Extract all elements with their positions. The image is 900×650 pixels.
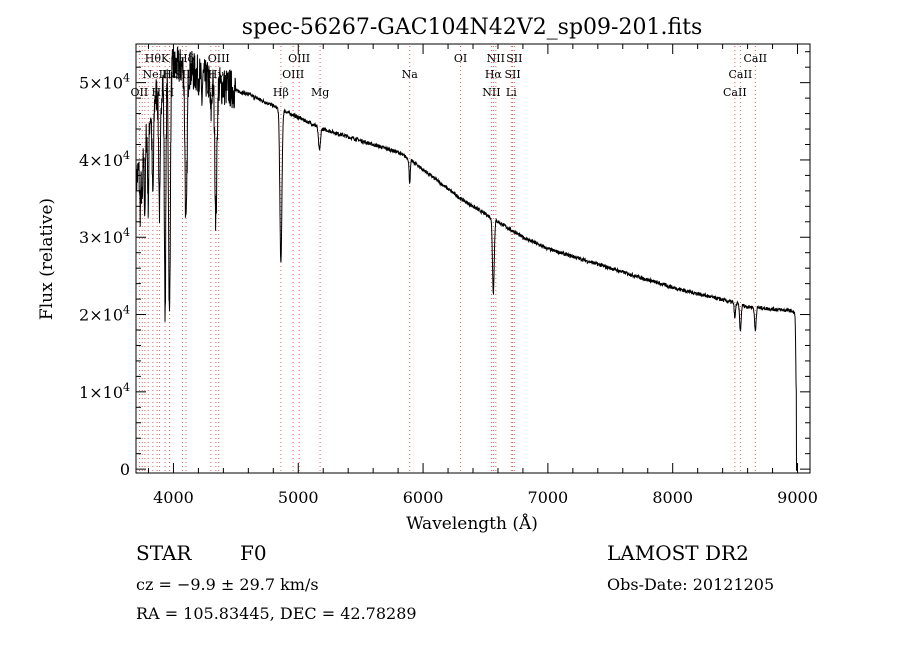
y-tick-label-1: 1×104 [79,381,130,402]
y-tick-label-4: 4×104 [79,149,130,170]
y-tick-label-5: 5×104 [79,72,130,93]
ref-label-15: Hβ [273,86,289,99]
obs-date: Obs-Date: 20121205 [607,575,775,594]
x-tick-label-0: 4000 [153,488,194,507]
ref-label-27: CaII [723,86,747,99]
ref-label-26: SII [506,52,522,65]
x-tick-label-4: 8000 [652,488,693,507]
redshift-value: cz = −9.9 ± 29.7 km/s [136,575,319,594]
ref-label-0: OII [131,86,149,99]
survey-name: LAMOST DR2 [607,541,749,565]
ref-label-5: NeIII [143,68,172,81]
y-axis-label: Flux (relative) [37,198,57,320]
y-tick-label-0: 0 [120,460,130,479]
y-tick-label-2: 2×104 [79,304,130,325]
ref-label-13: Hγ [208,68,225,81]
reference-lines [138,46,756,473]
x-axis-ticks: 4000 5000 6000 7000 8000 9000 [147,44,818,507]
y-axis-ticks: 0 1×104 2×104 3×104 4×104 5×104 [79,51,810,479]
ref-label-4: Hθ [145,52,162,65]
y-tick-label-3: 3×104 [79,226,130,247]
object-class: STAR [136,541,192,565]
ref-label-29: CaII [743,52,767,65]
ref-label-24: Li [506,86,517,99]
ref-label-19: Na [402,68,419,81]
x-axis-label: Wavelength (Å) [406,513,538,534]
x-tick-label-2: 6000 [403,488,444,507]
ref-label-20: OI [454,52,467,65]
x-tick-label-5: 9000 [777,488,818,507]
ref-label-14: OIII [208,52,230,65]
ref-label-21: NII [482,86,500,99]
x-tick-label-3: 7000 [528,488,569,507]
x-tick-label-1: 5000 [278,488,319,507]
ref-label-23: NII [487,52,505,65]
plot-frame [135,43,811,474]
spectrum-line [135,45,797,471]
ref-label-22: Hα [485,68,503,81]
chart-title: spec-56267-GAC104N42V2_sp09-201.fits [242,15,703,40]
ref-label-28: CaII [729,68,753,81]
ref-label-17: OIII [288,52,310,65]
coordinates: RA = 105.83445, DEC = 42.78289 [136,604,417,623]
ref-label-16: OIII [282,68,304,81]
ref-label-8: H [165,86,175,99]
ref-label-18: Mg [311,86,329,99]
ref-label-25: SII [504,68,520,81]
object-subclass: F0 [240,541,267,565]
ref-label-7: K [161,52,170,65]
